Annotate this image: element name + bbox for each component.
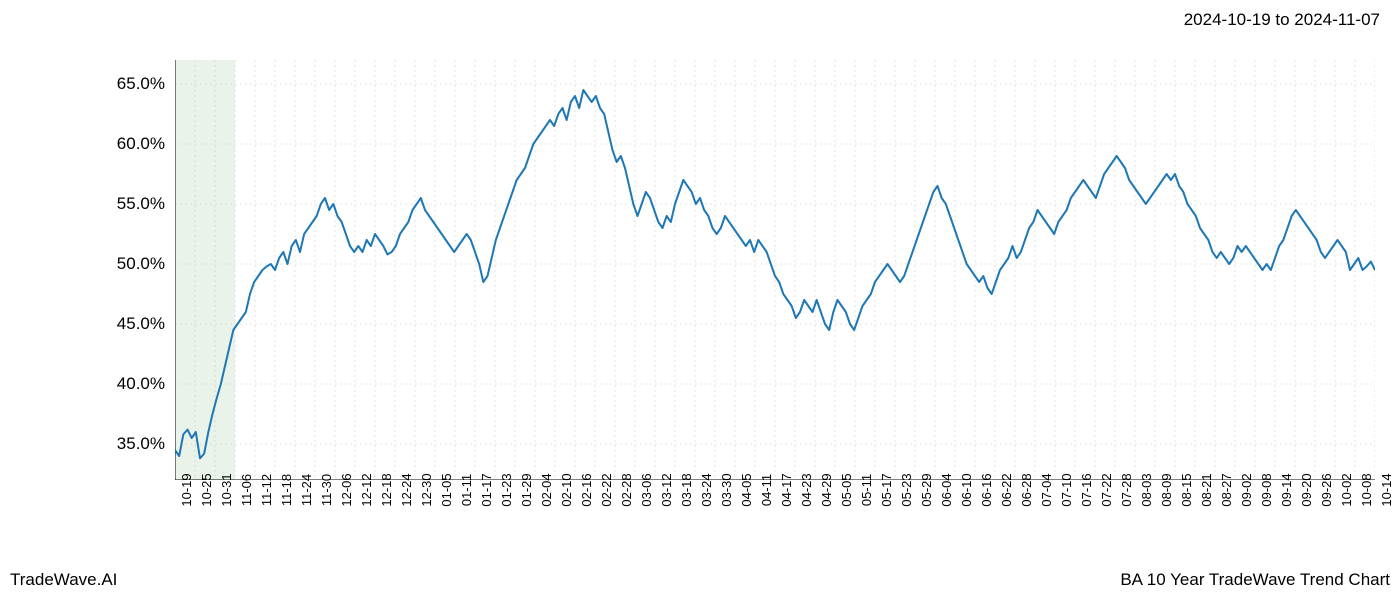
x-tick-label: 09-08 [1259, 473, 1274, 506]
x-tick-label: 07-04 [1039, 473, 1054, 506]
x-tick-label: 06-10 [959, 473, 974, 506]
x-tick-label: 07-16 [1079, 473, 1094, 506]
y-tick-label: 45.0% [117, 314, 165, 334]
x-tick-label: 02-04 [539, 473, 554, 506]
x-tick-label: 06-22 [999, 473, 1014, 506]
x-tick-label: 02-28 [619, 473, 634, 506]
y-tick-label: 50.0% [117, 254, 165, 274]
x-tick-label: 10-19 [179, 473, 194, 506]
x-tick-label: 10-14 [1379, 473, 1394, 506]
x-tick-label: 05-05 [839, 473, 854, 506]
x-tick-label: 09-20 [1299, 473, 1314, 506]
x-tick-label: 05-11 [859, 474, 874, 506]
x-tick-label: 02-22 [599, 473, 614, 506]
x-tick-label: 07-28 [1119, 473, 1134, 506]
x-tick-label: 08-03 [1139, 473, 1154, 506]
x-tick-label: 03-30 [719, 473, 734, 506]
x-tick-label: 04-11 [759, 474, 774, 506]
x-tick-label: 01-05 [439, 473, 454, 506]
x-tick-label: 09-14 [1279, 473, 1294, 506]
x-tick-label: 01-11 [459, 474, 474, 506]
footer-brand: TradeWave.AI [10, 570, 117, 590]
x-tick-label: 04-29 [819, 473, 834, 506]
x-tick-label: 06-16 [979, 473, 994, 506]
x-tick-label: 03-12 [659, 473, 674, 506]
x-tick-label: 05-23 [899, 473, 914, 506]
x-tick-label: 04-17 [779, 473, 794, 506]
y-axis: 35.0% 40.0% 45.0% 50.0% 55.0% 60.0% 65.0% [0, 60, 175, 480]
x-tick-label: 08-09 [1159, 473, 1174, 506]
x-tick-label: 04-05 [739, 473, 754, 506]
x-tick-label: 08-27 [1219, 473, 1234, 506]
x-tick-label: 12-18 [379, 473, 394, 506]
x-tick-label: 10-25 [199, 473, 214, 506]
x-tick-label: 12-12 [359, 473, 374, 506]
x-tick-label: 05-17 [879, 473, 894, 506]
y-tick-label: 60.0% [117, 134, 165, 154]
x-tick-label: 01-17 [479, 473, 494, 506]
x-tick-label: 09-02 [1239, 473, 1254, 506]
x-tick-label: 11-30 [319, 474, 334, 506]
plot-area [175, 60, 1375, 480]
x-tick-label: 11-24 [299, 474, 314, 506]
x-tick-label: 08-21 [1199, 473, 1214, 506]
y-tick-label: 35.0% [117, 434, 165, 454]
x-tick-label: 07-10 [1059, 473, 1074, 506]
y-tick-label: 55.0% [117, 194, 165, 214]
y-tick-label: 65.0% [117, 74, 165, 94]
chart-svg [175, 60, 1375, 480]
footer-title: BA 10 Year TradeWave Trend Chart [1120, 570, 1390, 590]
x-tick-label: 10-02 [1339, 473, 1354, 506]
x-tick-label: 11-18 [279, 474, 294, 506]
x-tick-label: 02-16 [579, 473, 594, 506]
x-tick-label: 02-10 [559, 473, 574, 506]
x-tick-label: 10-31 [219, 473, 234, 506]
x-tick-label: 01-23 [499, 473, 514, 506]
x-tick-label: 10-08 [1359, 473, 1374, 506]
x-tick-label: 01-29 [519, 473, 534, 506]
chart-container: 35.0% 40.0% 45.0% 50.0% 55.0% 60.0% 65.0% 10-1… [0, 60, 1400, 540]
x-tick-label: 11-06 [239, 474, 254, 506]
date-range-label: 2024-10-19 to 2024-11-07 [1184, 10, 1380, 30]
x-tick-label: 05-29 [919, 473, 934, 506]
x-tick-label: 12-24 [399, 473, 414, 506]
x-tick-label: 08-15 [1179, 473, 1194, 506]
x-tick-label: 12-30 [419, 473, 434, 506]
x-tick-label: 12-06 [339, 473, 354, 506]
x-tick-label: 04-23 [799, 473, 814, 506]
x-tick-label: 03-18 [679, 473, 694, 506]
x-tick-label: 03-24 [699, 473, 714, 506]
highlight-band [175, 60, 235, 480]
y-tick-label: 40.0% [117, 374, 165, 394]
x-tick-label: 06-04 [939, 473, 954, 506]
x-tick-label: 09-26 [1319, 473, 1334, 506]
x-tick-label: 06-28 [1019, 473, 1034, 506]
x-tick-label: 11-12 [259, 474, 274, 506]
x-tick-label: 03-06 [639, 473, 654, 506]
x-tick-label: 07-22 [1099, 473, 1114, 506]
